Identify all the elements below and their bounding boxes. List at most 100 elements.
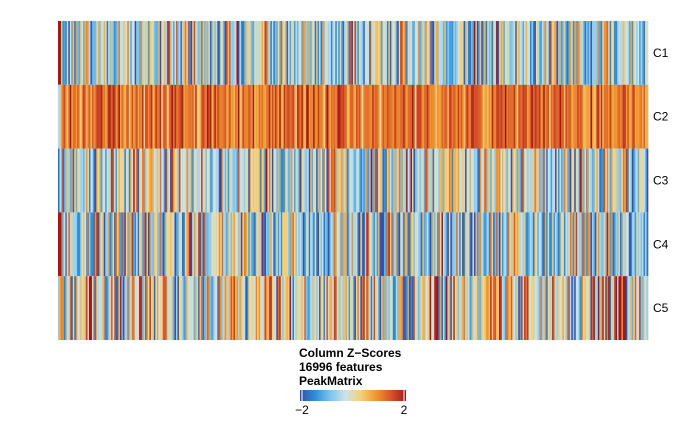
heatmap-cell: [142, 84, 144, 149]
heatmap-cell: [155, 148, 158, 213]
heatmap-cell: [589, 276, 591, 340]
heatmap-cell: [413, 212, 416, 277]
heatmap-cell: [643, 148, 646, 213]
heatmap-cell: [552, 21, 554, 85]
heatmap-cell: [127, 212, 130, 277]
heatmap-cell: [74, 148, 77, 213]
heatmap-cell: [379, 21, 382, 85]
heatmap-cell: [530, 148, 532, 213]
heatmap-cell: [226, 276, 228, 340]
heatmap-cell: [587, 276, 590, 340]
heatmap-cell: [599, 148, 602, 213]
heatmap-cell: [294, 212, 296, 277]
heatmap-cell: [370, 148, 373, 213]
heatmap-cell: [162, 148, 165, 213]
heatmap-cell: [77, 84, 79, 149]
heatmap-cell: [220, 148, 223, 213]
heatmap-cell: [471, 212, 473, 277]
heatmap-cell: [145, 212, 147, 277]
heatmap-cell: [83, 276, 85, 340]
heatmap-cell: [75, 212, 78, 277]
heatmap-cell: [139, 148, 141, 213]
heatmap-cell: [398, 84, 401, 149]
heatmap-cell: [140, 212, 143, 277]
heatmap-cell: [444, 276, 447, 340]
heatmap-cell: [125, 148, 128, 213]
heatmap-cell: [628, 21, 631, 85]
heatmap-cell: [597, 84, 600, 149]
heatmap-cell: [509, 84, 512, 149]
heatmap-cell: [100, 84, 103, 149]
heatmap-cell: [528, 276, 531, 340]
heatmap-cell: [581, 148, 584, 213]
heatmap-cell: [264, 84, 267, 149]
heatmap-cell: [549, 21, 551, 85]
heatmap-cell: [264, 276, 267, 340]
heatmap-cell: [263, 148, 265, 213]
heatmap-cell: [162, 276, 165, 340]
heatmap-cell: [643, 276, 646, 340]
heatmap-cell: [96, 21, 99, 85]
heatmap-cell: [395, 21, 398, 85]
heatmap-cell: [178, 212, 181, 277]
heatmap-cell: [407, 21, 410, 85]
heatmap-cell: [602, 148, 605, 213]
heatmap-cell: [491, 148, 494, 213]
heatmap-cell: [366, 148, 369, 213]
heatmap-cell: [417, 276, 420, 340]
heatmap-cell: [381, 148, 383, 213]
heatmap-cell: [636, 212, 639, 277]
heatmap-cell: [367, 212, 370, 277]
heatmap-cell: [87, 276, 90, 340]
heatmap-cell: [571, 212, 574, 277]
heatmap-cell: [630, 276, 633, 340]
heatmap-cell: [93, 212, 96, 277]
heatmap-cell: [153, 84, 156, 149]
heatmap-cell: [609, 212, 612, 277]
heatmap-cell: [597, 148, 600, 213]
heatmap-cell: [420, 21, 423, 85]
heatmap-cell: [229, 21, 231, 85]
heatmap-cell: [373, 84, 376, 149]
heatmap-cell: [563, 212, 566, 277]
heatmap-cell: [204, 148, 206, 213]
heatmap-cell: [327, 84, 330, 149]
heatmap-cell: [69, 276, 72, 340]
heatmap-cell: [221, 276, 224, 340]
heatmap-cell: [260, 84, 262, 149]
heatmap-cell: [285, 21, 287, 85]
heatmap-cell: [81, 276, 84, 340]
heatmap-cell: [246, 276, 249, 340]
heatmap-cell: [353, 212, 355, 277]
heatmap-cell: [323, 21, 326, 85]
heatmap-cell: [199, 84, 202, 149]
heatmap-cell: [322, 148, 324, 213]
heatmap-cell: [183, 84, 186, 149]
heatmap-cell: [482, 276, 485, 340]
heatmap-cell: [114, 148, 116, 213]
heatmap-cell: [565, 148, 568, 213]
heatmap-cell: [450, 84, 453, 149]
heatmap-cell: [286, 212, 289, 277]
heatmap-cell: [531, 21, 534, 85]
heatmap-cell: [316, 84, 318, 149]
heatmap-cell: [145, 84, 147, 149]
heatmap-cell: [499, 276, 501, 340]
heatmap-cell: [193, 84, 196, 149]
heatmap-cell: [388, 148, 391, 213]
heatmap-cell: [386, 212, 389, 277]
heatmap-cell: [268, 148, 271, 213]
heatmap-cell: [291, 84, 293, 149]
heatmap-cell: [549, 84, 551, 149]
heatmap-cell: [196, 84, 199, 149]
heatmap-cell: [543, 276, 546, 340]
heatmap-cell: [58, 21, 60, 85]
heatmap-cell: [249, 21, 252, 85]
heatmap-cell: [627, 212, 630, 277]
heatmap-cell: [81, 212, 84, 277]
heatmap-cell: [198, 21, 200, 85]
heatmap-cell: [167, 84, 169, 149]
heatmap-cell: [158, 21, 161, 85]
heatmap-cell: [575, 212, 578, 277]
heatmap-cell: [215, 21, 218, 85]
